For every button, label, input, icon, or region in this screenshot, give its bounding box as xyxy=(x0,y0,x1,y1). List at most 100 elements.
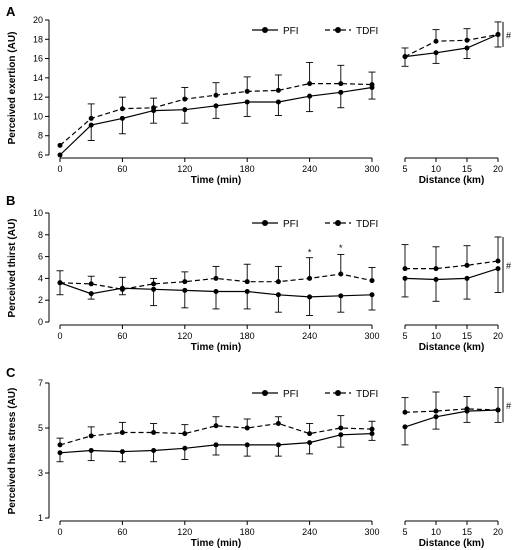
y-axis-label: Perceived exertion (AU) xyxy=(7,32,18,145)
data-point-pfi xyxy=(120,116,125,121)
x-tick-label-time: 240 xyxy=(302,331,317,341)
series-line-tdfi-distance xyxy=(405,35,498,57)
y-tick-label: 10 xyxy=(33,111,43,121)
data-point-tdfi xyxy=(151,105,156,110)
data-point-pfi xyxy=(89,448,94,453)
data-point-pfi xyxy=(434,50,439,55)
legend-label-pfi: PFI xyxy=(283,389,299,400)
data-point-tdfi xyxy=(182,431,187,436)
x-tick-label-time: 240 xyxy=(302,527,317,537)
x-tick-label-time: 300 xyxy=(364,164,379,174)
y-axis-label: Perceived thirst (AU) xyxy=(7,219,18,318)
data-point-pfi xyxy=(214,442,219,447)
legend-marker-tdfi xyxy=(335,390,341,396)
significance-marker: # xyxy=(506,261,511,271)
data-point-pfi xyxy=(496,266,501,271)
x-tick-label-time: 180 xyxy=(240,331,255,341)
data-point-pfi xyxy=(403,276,408,281)
data-point-pfi xyxy=(338,293,343,298)
y-tick-label: 18 xyxy=(33,34,43,44)
data-point-pfi xyxy=(403,424,408,429)
y-tick-label: 8 xyxy=(38,131,43,141)
data-point-pfi xyxy=(338,432,343,437)
y-tick-label: 7 xyxy=(38,378,43,388)
legend-marker-pfi xyxy=(262,390,268,396)
data-point-pfi xyxy=(58,153,63,158)
data-point-tdfi xyxy=(58,143,63,148)
y-tick-label: 4 xyxy=(38,273,43,283)
y-tick-label: 20 xyxy=(33,15,43,25)
data-point-tdfi xyxy=(245,279,250,284)
data-point-tdfi xyxy=(496,258,501,263)
legend-label-tdfi: TDFI xyxy=(356,389,378,400)
x-tick-label-time: 240 xyxy=(302,164,317,174)
data-point-pfi xyxy=(370,292,375,297)
y-tick-label: 6 xyxy=(38,252,43,262)
data-point-pfi xyxy=(465,45,470,50)
x-axis-label-distance: Distance (km) xyxy=(419,175,485,186)
legend-label-pfi: PFI xyxy=(283,219,299,230)
data-point-tdfi xyxy=(465,406,470,411)
data-point-pfi xyxy=(214,103,219,108)
x-axis-label-distance: Distance (km) xyxy=(419,342,485,353)
x-tick-label-time: 0 xyxy=(57,331,62,341)
data-point-tdfi xyxy=(214,93,219,98)
data-point-tdfi xyxy=(403,266,408,271)
data-point-tdfi xyxy=(58,280,63,285)
data-point-pfi xyxy=(307,94,312,99)
x-tick-label-time: 120 xyxy=(177,164,192,174)
data-point-pfi xyxy=(120,449,125,454)
y-tick-label: 10 xyxy=(33,208,43,218)
y-tick-label: 5 xyxy=(38,423,43,433)
panel-letter: B xyxy=(6,193,15,208)
data-point-tdfi xyxy=(370,278,375,283)
y-tick-label: 2 xyxy=(38,295,43,305)
data-point-pfi xyxy=(370,431,375,436)
data-point-tdfi xyxy=(403,54,408,59)
significance-marker: # xyxy=(506,401,511,411)
data-point-tdfi xyxy=(276,279,281,284)
data-point-tdfi xyxy=(120,287,125,292)
series-line-pfi-distance xyxy=(405,35,498,57)
data-point-tdfi xyxy=(120,430,125,435)
data-point-tdfi xyxy=(276,421,281,426)
data-point-tdfi xyxy=(465,263,470,268)
y-tick-label: 16 xyxy=(33,54,43,64)
data-point-tdfi xyxy=(245,426,250,431)
x-tick-label-time: 300 xyxy=(364,331,379,341)
data-point-pfi xyxy=(434,414,439,419)
data-point-tdfi xyxy=(338,272,343,277)
data-point-pfi xyxy=(151,448,156,453)
series-line-tdfi-distance xyxy=(405,261,498,269)
data-point-pfi xyxy=(276,292,281,297)
legend-label-pfi: PFI xyxy=(283,26,299,37)
x-tick-label-distance: 20 xyxy=(493,331,503,341)
data-point-tdfi xyxy=(120,106,125,111)
data-point-tdfi xyxy=(151,281,156,286)
y-tick-label: 14 xyxy=(33,73,43,83)
data-point-tdfi xyxy=(496,408,501,413)
x-tick-label-time: 120 xyxy=(177,331,192,341)
data-point-pfi xyxy=(151,287,156,292)
data-point-pfi xyxy=(276,442,281,447)
x-tick-label-time: 300 xyxy=(364,527,379,537)
data-point-pfi xyxy=(307,440,312,445)
data-point-tdfi xyxy=(434,409,439,414)
data-point-pfi xyxy=(182,446,187,451)
data-point-tdfi xyxy=(58,442,63,447)
x-tick-label-distance: 15 xyxy=(462,331,472,341)
y-axis-label: Perceived heat stress (AU) xyxy=(7,388,18,515)
panel-letter: C xyxy=(6,365,16,380)
annotation-asterisk: * xyxy=(339,243,343,253)
data-point-tdfi xyxy=(307,276,312,281)
data-point-tdfi xyxy=(496,32,501,37)
data-point-pfi xyxy=(465,276,470,281)
data-point-pfi xyxy=(338,90,343,95)
x-tick-label-distance: 10 xyxy=(431,527,441,537)
data-point-tdfi xyxy=(89,281,94,286)
data-point-pfi xyxy=(214,289,219,294)
data-point-tdfi xyxy=(370,82,375,87)
data-point-tdfi xyxy=(338,426,343,431)
data-point-pfi xyxy=(58,450,63,455)
x-axis-label-time: Time (min) xyxy=(191,538,241,549)
